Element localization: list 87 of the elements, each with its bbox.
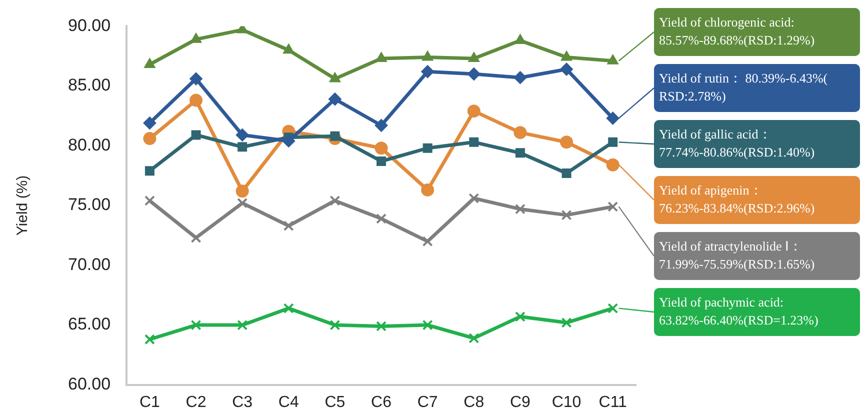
point xyxy=(607,54,619,64)
point xyxy=(330,195,340,206)
y-axis-title: Yield (%) xyxy=(14,175,32,236)
point xyxy=(330,320,340,330)
point xyxy=(329,72,341,82)
point xyxy=(144,334,155,345)
legend-label: Yield of gallic acid： 77.74%-80.86%(RSD:1.40%) xyxy=(659,126,815,160)
point xyxy=(514,204,526,214)
x-tick-label: C11 xyxy=(598,394,628,411)
point xyxy=(283,303,294,314)
point xyxy=(469,137,479,147)
point xyxy=(467,68,480,81)
x-tick-label: C1 xyxy=(139,394,160,411)
point xyxy=(376,320,387,332)
y-tick-label: 70.00 xyxy=(68,254,111,274)
point xyxy=(422,236,433,247)
point xyxy=(468,193,480,204)
x-tick-label: C3 xyxy=(232,394,253,411)
point xyxy=(468,332,480,344)
point xyxy=(236,128,249,142)
x-tick-label: C10 xyxy=(552,394,582,411)
point xyxy=(560,62,574,76)
point xyxy=(190,32,202,43)
point xyxy=(514,311,526,322)
point xyxy=(422,320,433,330)
point xyxy=(606,112,620,125)
x-tick-label: C9 xyxy=(510,394,531,411)
point xyxy=(514,71,527,84)
point xyxy=(190,72,203,86)
point xyxy=(608,201,618,212)
point xyxy=(328,92,342,106)
point xyxy=(515,148,525,158)
point xyxy=(190,94,203,107)
point xyxy=(191,130,201,140)
point xyxy=(143,132,156,146)
point xyxy=(237,198,248,208)
point xyxy=(144,58,156,68)
point xyxy=(561,317,572,328)
point xyxy=(282,134,296,148)
text: Yield of apigenin： 76.23%-83.84%(RSD:2.96%) xyxy=(659,182,815,216)
point xyxy=(562,168,572,178)
point xyxy=(560,136,574,149)
point xyxy=(282,44,294,54)
point xyxy=(237,320,248,330)
text: Yield of atractylenolide Ⅰ： 71.99%-75.59%(RSD:1.65%) xyxy=(659,238,815,272)
x-tick-label: C4 xyxy=(278,394,299,411)
point xyxy=(190,320,202,330)
y-tick-label: 65.00 xyxy=(68,314,111,334)
point xyxy=(330,131,340,141)
x-tick-label: C6 xyxy=(371,394,392,411)
point xyxy=(376,52,387,62)
text: Yield of rutin： 80.39%-6.43%( RSD:2.78%) xyxy=(659,70,828,104)
point xyxy=(561,210,572,220)
text: Yield of chlorogenic acid: 85.57%-89.68%(RSD:1.29%) xyxy=(659,14,815,48)
x-tick-label: C5 xyxy=(324,394,346,411)
point xyxy=(514,126,527,140)
x-tick-label: C7 xyxy=(417,394,438,411)
point xyxy=(606,158,620,172)
point xyxy=(376,156,386,166)
point xyxy=(143,116,156,130)
point xyxy=(374,142,388,155)
point xyxy=(422,50,434,61)
point xyxy=(608,303,618,314)
point xyxy=(374,118,388,132)
point xyxy=(422,143,432,153)
y-tick-label: 80.00 xyxy=(68,135,111,154)
point xyxy=(421,183,434,196)
y-tick-label: 60.00 xyxy=(68,374,111,394)
y-tick-label: 85.00 xyxy=(68,76,111,95)
legend-label: Yield of pachymic acid: 63.82%-66.40%(RSD=1.23%) xyxy=(659,294,818,328)
point xyxy=(376,213,387,224)
point xyxy=(144,195,155,206)
x-tick-label: C8 xyxy=(464,394,484,411)
point xyxy=(421,65,434,78)
point xyxy=(190,232,202,244)
point xyxy=(608,137,618,147)
y-tick-label: 75.00 xyxy=(68,195,111,214)
point xyxy=(467,104,480,118)
y-tick-label: 90.00 xyxy=(68,16,111,35)
x-tick-label: C2 xyxy=(186,394,206,411)
point xyxy=(468,52,480,62)
point xyxy=(560,50,572,61)
point xyxy=(283,220,294,232)
point xyxy=(238,142,248,152)
point xyxy=(514,34,526,44)
point xyxy=(236,184,249,198)
point xyxy=(144,166,154,176)
